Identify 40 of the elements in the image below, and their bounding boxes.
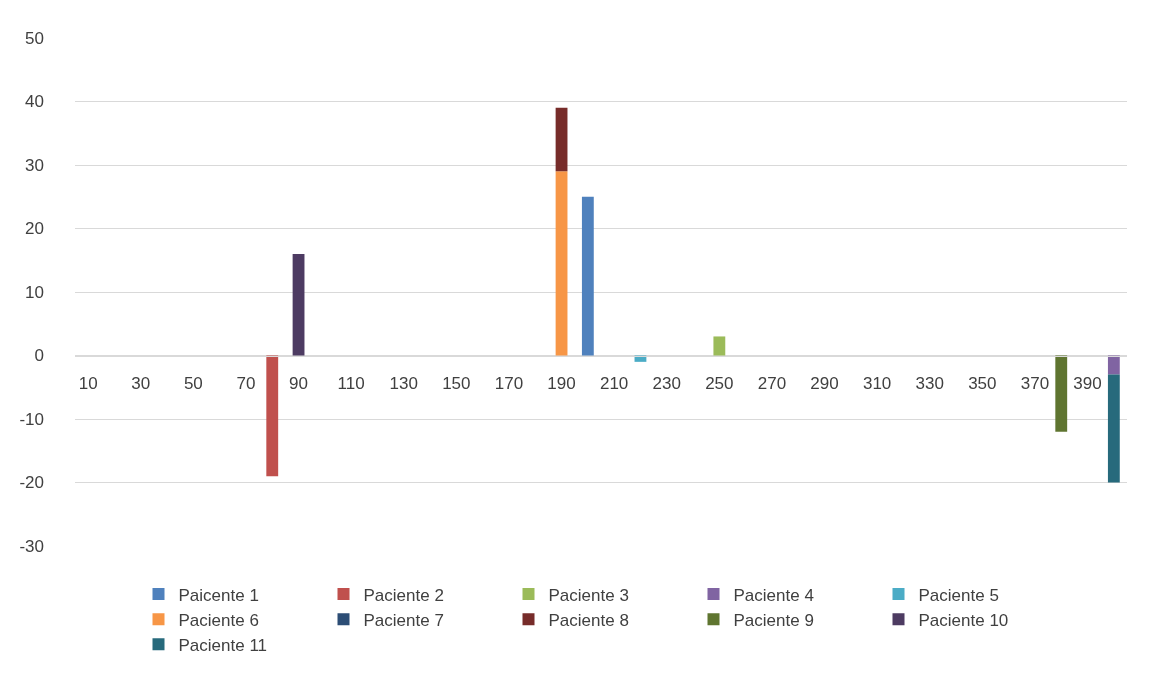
x-tick-label: 290: [810, 373, 839, 393]
y-tick-label: 50: [25, 28, 44, 48]
legend-label: Paciente 10: [918, 610, 1009, 630]
x-tick-label: 150: [442, 373, 471, 393]
x-tick-label: 130: [389, 373, 418, 393]
x-tick-label: 350: [968, 373, 997, 393]
x-tick-label: 110: [337, 373, 365, 393]
y-tick-label: 0: [34, 346, 44, 366]
legend-label: Paciente 11: [178, 635, 268, 655]
x-tick-label: 10: [78, 373, 98, 393]
x-tick-label: 270: [757, 373, 787, 393]
x-tick-label: 330: [915, 373, 944, 393]
x-tick-label: 210: [599, 373, 629, 393]
y-tick-label: 20: [25, 219, 44, 239]
y-tick-label: 10: [25, 282, 44, 302]
x-tick-label: 170: [494, 373, 524, 393]
y-tick-label: 30: [25, 155, 44, 175]
x-tick-label: 390: [1073, 373, 1102, 393]
x-tick-label: 310: [862, 373, 892, 393]
x-tick-label: 250: [705, 373, 734, 393]
x-tick-label: 70: [236, 373, 256, 393]
x-tick-label: 50: [183, 373, 203, 393]
legend-label: Paciente 6: [178, 610, 259, 630]
y-tick-label: -10: [19, 409, 44, 429]
legend-label: Paciente 4: [733, 585, 814, 605]
legend-label: Paciente 2: [363, 585, 444, 605]
x-tick-label: 90: [289, 373, 309, 393]
y-tick-label: -20: [19, 473, 44, 493]
y-tick-label: -30: [19, 536, 44, 556]
legend-label: Paciente 7: [363, 610, 444, 630]
legend-label: Paciente 9: [733, 610, 814, 630]
x-tick-label: 230: [652, 373, 681, 393]
legend-label: Paciente 3: [548, 585, 629, 605]
y-tick-label: 40: [25, 92, 44, 112]
x-tick-label: 30: [131, 373, 151, 393]
x-tick-label: 370: [1020, 373, 1050, 393]
legend-label: Paicente 1: [178, 585, 259, 605]
x-tick-label: 190: [547, 373, 576, 393]
legend-label: Paciente 5: [918, 585, 999, 605]
legend-label: Paciente 8: [548, 610, 629, 630]
